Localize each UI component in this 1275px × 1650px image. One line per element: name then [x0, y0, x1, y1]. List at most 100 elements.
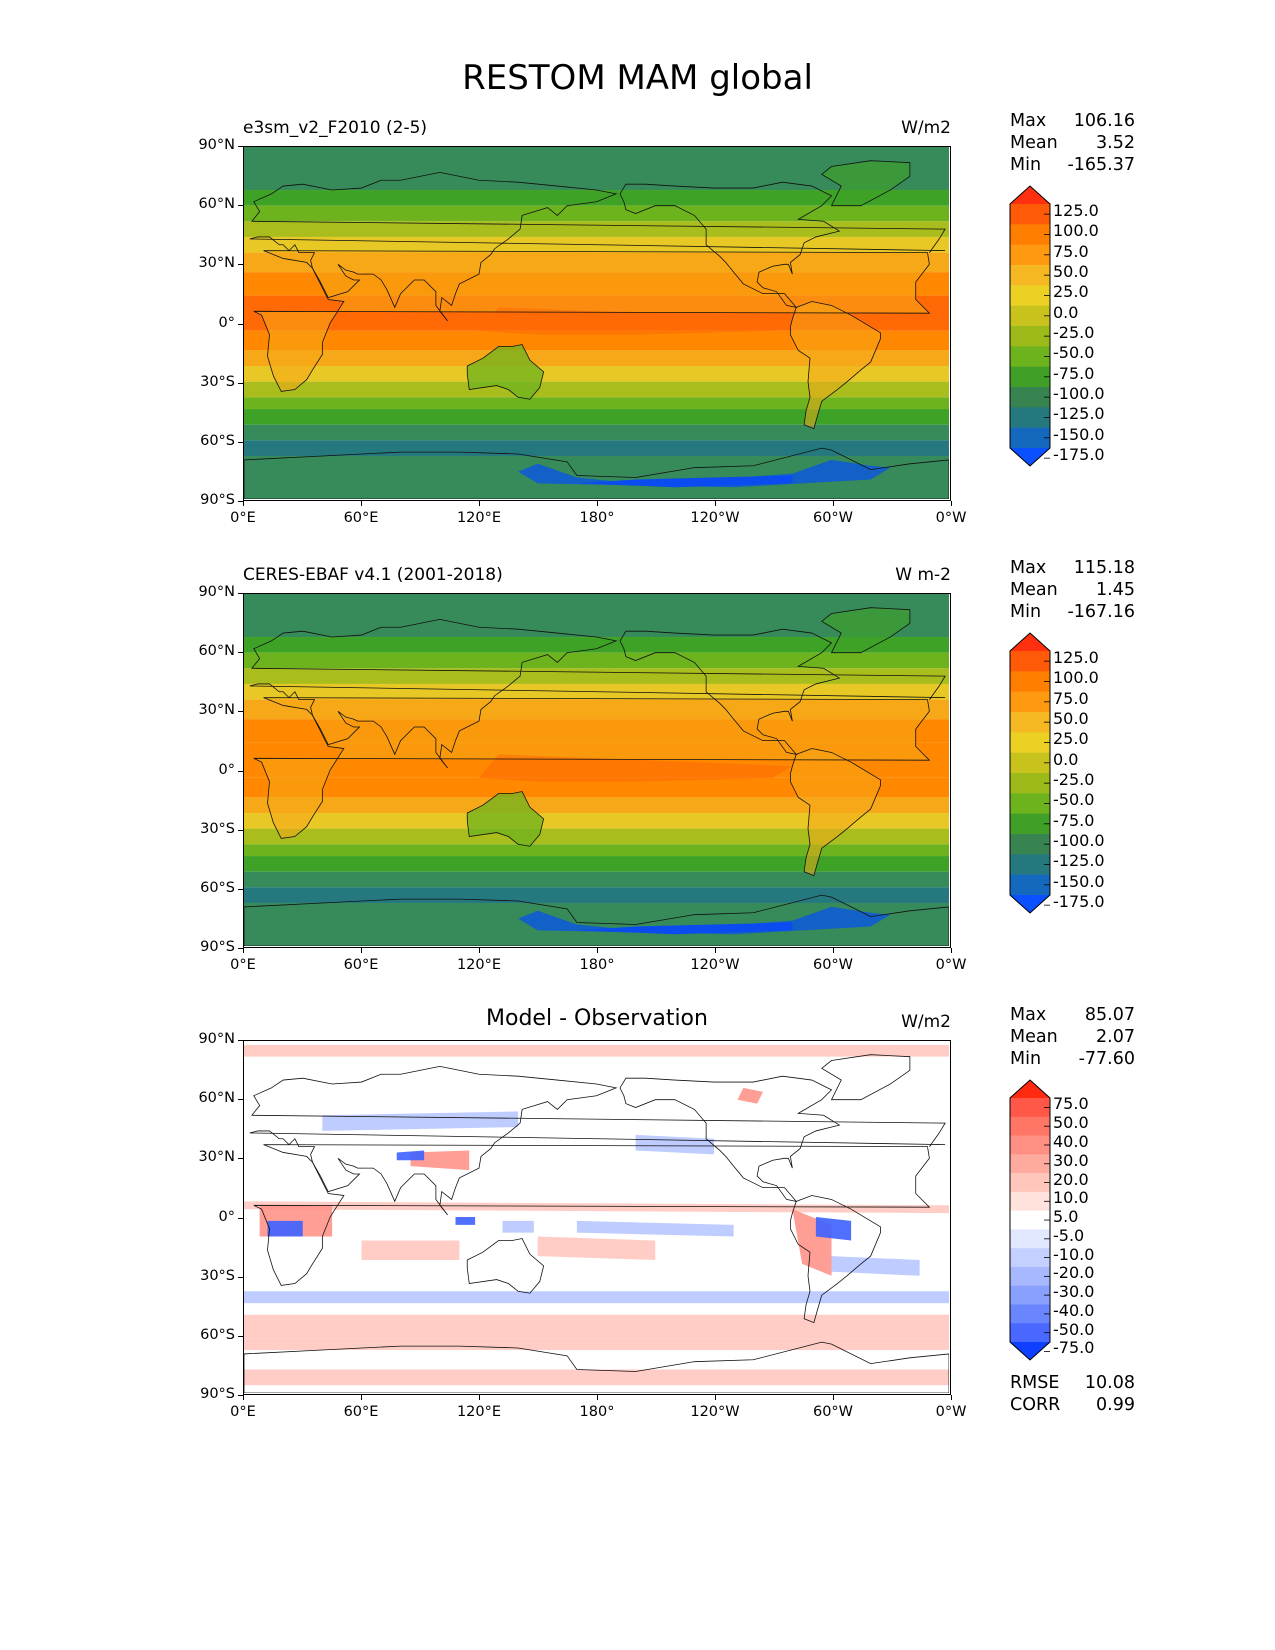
difference-patch	[244, 1314, 949, 1339]
colorbar-tick-label: -75.0	[1053, 810, 1095, 830]
colorbar-swatch	[1010, 874, 1050, 896]
stat-value: -165.37	[1067, 155, 1135, 175]
greenland-field	[821, 160, 910, 206]
lon-tick	[243, 501, 244, 506]
panel-units: W/m2	[901, 1012, 951, 1032]
colorbar-tick-label: -100.0	[1053, 384, 1105, 404]
colorbar-tick-label: -50.0	[1053, 790, 1095, 810]
lat-tick-label: 90°N	[198, 137, 235, 153]
difference-patch	[322, 1111, 519, 1131]
field-band	[244, 366, 949, 382]
difference-patch	[244, 1291, 949, 1304]
colorbar-tick-label: 75.0	[1053, 688, 1089, 708]
lat-tick	[238, 1217, 243, 1219]
lon-tick	[243, 948, 244, 953]
stat-row: Mean 2.07	[1010, 1026, 1135, 1048]
panel-units: W m-2	[895, 565, 951, 585]
map-panel	[243, 593, 951, 948]
lon-tick	[951, 1395, 952, 1400]
colorbar: 125.0 100.0 75.0 50.0 25.0 0.0 -25.0 -50.0 -75.0…	[1009, 632, 1105, 914]
lon-tick	[361, 501, 362, 506]
colorbar-swatch	[1010, 671, 1050, 692]
colorbar-tick-label: -175.0	[1053, 445, 1105, 465]
lon-tick	[361, 948, 362, 953]
lat-tick	[238, 1335, 243, 1337]
colorbar-tick-label: -75.0	[1053, 363, 1095, 383]
colorbar-swatch	[1010, 1210, 1050, 1230]
lat-tick	[238, 1099, 243, 1101]
metric-label: RMSE	[1010, 1373, 1060, 1393]
lat-tick-label: 90°N	[198, 584, 235, 600]
colorbar-swatch	[1010, 1285, 1050, 1305]
colorbar-extend-bottom	[1010, 448, 1050, 466]
colorbar-tick-label: 0.0	[1053, 749, 1079, 769]
colorbar-tick-label: 0.0	[1053, 302, 1079, 322]
lat-tick	[238, 441, 243, 443]
lat-tick-label: 60°N	[198, 1090, 235, 1107]
lat-tick-label: 60°S	[200, 432, 235, 449]
colorbar: 125.0 100.0 75.0 50.0 25.0 0.0 -25.0 -50.0 -75.0…	[1009, 185, 1105, 467]
colorbar-tick-label: 40.0	[1053, 1131, 1089, 1151]
colorbar-tick-label: 30.0	[1053, 1150, 1089, 1170]
colorbar-tick-label: 20.0	[1053, 1169, 1089, 1189]
colorbar-tick-label: 50.0	[1053, 1113, 1089, 1133]
lat-tick-label: 30°N	[198, 702, 235, 719]
lat-tick	[238, 652, 243, 654]
field-band	[244, 797, 949, 814]
stat-value: 3.52	[1096, 133, 1135, 153]
colorbar-swatch	[1010, 244, 1050, 266]
lat-tick-label: 90°S	[200, 1386, 235, 1402]
coastline	[253, 1144, 931, 1286]
difference-patch	[635, 1134, 714, 1155]
colorbar-swatch	[1010, 204, 1050, 225]
coastline	[249, 1065, 946, 1216]
lon-tick-label: 120°W	[690, 1404, 740, 1420]
stats-block: Max 85.07 Mean 2.07 Min -77.60	[1010, 1004, 1135, 1070]
stat-value: -77.60	[1078, 1049, 1135, 1069]
metric-row: CORR 0.99	[1010, 1394, 1135, 1416]
field-band	[244, 637, 949, 653]
lat-tick	[238, 948, 243, 949]
lat-tick	[238, 501, 243, 502]
colorbar-tick-label: 125.0	[1053, 648, 1099, 668]
colorbar-swatch	[1010, 224, 1050, 245]
field-band	[244, 871, 949, 888]
colorbar-tick-label: -50.0	[1053, 343, 1095, 363]
colorbar-tick-label: -25.0	[1053, 770, 1095, 790]
field-band	[244, 668, 949, 684]
colorbar-tick-label: 75.0	[1053, 1094, 1089, 1114]
colorbar-swatch	[1010, 1266, 1050, 1286]
lat-tick-label: 60°N	[198, 643, 235, 660]
antarctic-low	[518, 906, 891, 935]
colorbar-swatch	[1010, 813, 1050, 835]
stat-row: Mean 1.45	[1010, 579, 1135, 601]
stat-row: Max 115.18	[1010, 557, 1135, 579]
antarctic-low	[518, 459, 891, 488]
coastline	[466, 1238, 545, 1294]
lat-tick-label: 60°S	[200, 1326, 235, 1343]
lon-tick	[597, 1395, 598, 1400]
colorbar-extend-top	[1010, 1080, 1050, 1098]
lon-tick-label: 0°E	[230, 510, 256, 526]
colorbar-swatch	[1010, 854, 1050, 875]
colorbar-tick-label: 50.0	[1053, 709, 1089, 729]
lat-tick	[238, 1395, 243, 1396]
field-band	[244, 652, 949, 669]
field-layer	[244, 594, 949, 946]
coastline	[821, 160, 911, 207]
metric-row: RMSE 10.08	[1010, 1372, 1135, 1394]
coastline	[821, 1054, 911, 1101]
lon-tick-label: 180°	[579, 957, 615, 973]
colorbar-swatch	[1010, 265, 1050, 286]
colorbar-extend-bottom	[1010, 1342, 1050, 1360]
colorbar-tick-label: 5.0	[1053, 1207, 1079, 1227]
coastline	[821, 607, 911, 654]
lat-tick-label: 30°N	[198, 1149, 235, 1166]
lat-tick	[238, 264, 243, 266]
antarctic-min	[576, 922, 793, 935]
colorbar-tick-label: -20.0	[1053, 1263, 1095, 1283]
lat-tick-label: 90°N	[198, 1031, 235, 1047]
stat-label: Min	[1010, 602, 1042, 622]
colorbar-tick-label: -125.0	[1053, 851, 1105, 871]
colorbar-swatch	[1010, 651, 1050, 672]
